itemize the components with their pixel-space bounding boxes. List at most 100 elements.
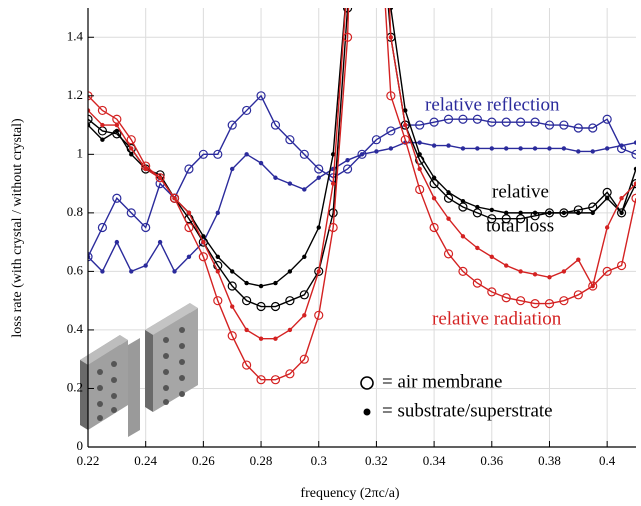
annotation: total loss xyxy=(486,215,554,236)
annotation: relative xyxy=(492,181,549,202)
series-line xyxy=(88,8,636,287)
point xyxy=(157,239,163,245)
point xyxy=(198,149,208,159)
point xyxy=(472,114,482,124)
y-tick-label: 0.4 xyxy=(67,321,84,336)
point xyxy=(299,354,309,364)
legend-label: = air membrane xyxy=(382,371,502,392)
x-tick-label: 0.3 xyxy=(311,453,327,468)
point xyxy=(169,193,180,203)
point xyxy=(230,166,235,172)
point xyxy=(114,122,120,128)
point xyxy=(285,369,295,379)
y-tick-label: 0.8 xyxy=(67,204,83,219)
point xyxy=(215,254,220,259)
point xyxy=(330,152,336,157)
series-line xyxy=(88,8,636,340)
x-tick-label: 0.34 xyxy=(423,453,446,468)
point xyxy=(489,207,494,213)
point xyxy=(242,360,252,370)
point xyxy=(314,310,324,320)
point xyxy=(604,146,610,151)
point xyxy=(244,152,249,157)
point xyxy=(619,196,624,201)
point xyxy=(201,234,206,239)
point xyxy=(504,146,509,151)
point xyxy=(88,252,93,262)
point xyxy=(443,249,454,259)
point xyxy=(342,164,353,174)
point xyxy=(100,137,105,142)
point xyxy=(631,179,636,189)
point xyxy=(504,210,509,216)
point xyxy=(602,114,612,124)
point xyxy=(619,210,624,216)
point xyxy=(302,187,307,192)
point xyxy=(504,263,509,268)
point xyxy=(230,304,235,309)
point xyxy=(559,296,569,306)
point xyxy=(316,225,321,230)
point xyxy=(359,152,365,157)
point xyxy=(270,375,281,385)
point xyxy=(544,120,555,130)
y-tick-label: 1 xyxy=(77,145,84,160)
point xyxy=(215,210,220,216)
point xyxy=(446,190,451,195)
point xyxy=(328,208,338,218)
x-tick-label: 0.26 xyxy=(192,453,215,468)
point xyxy=(285,296,295,306)
point xyxy=(126,208,136,218)
point xyxy=(213,296,223,306)
point xyxy=(532,272,538,277)
point xyxy=(518,269,523,274)
point xyxy=(157,175,163,180)
point xyxy=(270,120,281,130)
point xyxy=(532,210,538,216)
point xyxy=(198,252,208,262)
point xyxy=(530,298,540,309)
point xyxy=(475,146,480,151)
point xyxy=(460,146,466,151)
annotation: relative radiation xyxy=(432,308,562,329)
y-tick-label: 0.6 xyxy=(67,262,84,277)
point xyxy=(446,143,451,148)
point xyxy=(475,204,480,210)
point xyxy=(129,152,134,157)
point xyxy=(97,222,108,233)
legend-marker xyxy=(360,376,374,390)
point xyxy=(530,117,540,127)
y-tick-label: 0 xyxy=(77,438,84,453)
point xyxy=(460,234,466,239)
point xyxy=(633,166,636,172)
point xyxy=(357,149,367,159)
point xyxy=(386,91,396,101)
point xyxy=(415,120,425,130)
point xyxy=(458,266,468,276)
point xyxy=(516,117,526,127)
point xyxy=(184,164,194,174)
point xyxy=(155,173,165,183)
point xyxy=(285,135,295,145)
point xyxy=(230,269,235,274)
point xyxy=(616,208,627,218)
point xyxy=(616,260,627,271)
legend-marker xyxy=(363,408,371,416)
point xyxy=(518,210,523,216)
x-tick-label: 0.4 xyxy=(599,453,616,468)
point xyxy=(287,181,293,186)
point xyxy=(590,283,595,289)
point xyxy=(443,114,454,124)
point xyxy=(489,254,494,259)
point xyxy=(417,140,422,145)
point xyxy=(576,257,581,262)
point xyxy=(316,175,321,180)
point xyxy=(487,214,497,224)
point xyxy=(345,157,350,163)
point xyxy=(532,146,538,151)
point xyxy=(604,225,610,230)
point xyxy=(114,128,120,134)
point xyxy=(501,293,511,303)
point xyxy=(429,117,439,127)
